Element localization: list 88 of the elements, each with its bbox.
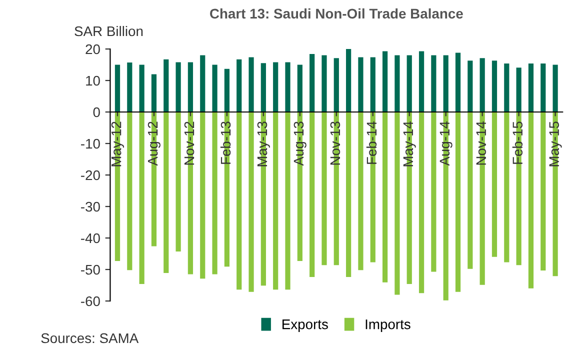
x-tick-label: Aug-14 <box>440 121 452 166</box>
bar <box>248 112 254 292</box>
bar <box>164 112 169 273</box>
bar <box>382 112 388 282</box>
bar <box>248 57 254 112</box>
y-tick-label: -50 <box>81 264 100 275</box>
bar <box>358 57 364 112</box>
bar <box>200 112 206 279</box>
bar <box>236 112 242 290</box>
bar <box>443 55 448 112</box>
bar <box>260 63 266 112</box>
bar <box>540 63 546 112</box>
x-tick-label: Aug-13 <box>294 122 306 166</box>
bar <box>273 62 278 112</box>
bar <box>406 55 412 112</box>
bar <box>492 60 498 112</box>
bar <box>480 58 485 112</box>
x-tick-label: May-14 <box>403 121 416 166</box>
legend-label: Imports <box>366 320 410 332</box>
y-tick-label: -10 <box>81 138 100 149</box>
bar <box>418 112 424 294</box>
bar <box>200 55 206 112</box>
bar <box>540 112 546 270</box>
bar <box>139 64 144 112</box>
bar <box>394 112 400 295</box>
bar <box>528 112 534 288</box>
bar <box>431 55 436 112</box>
x-tick-label: May-12 <box>111 122 124 166</box>
bar <box>224 68 230 112</box>
x-tick-label: Nov-13 <box>330 122 340 165</box>
bar <box>418 51 424 112</box>
y-tick-label: 20 <box>86 44 100 54</box>
bar <box>273 112 278 290</box>
bar <box>468 60 473 112</box>
x-tick-label: May-15 <box>549 122 562 166</box>
x-tick-label: Nov-14 <box>476 121 486 165</box>
bar <box>114 64 120 112</box>
bar <box>139 112 144 284</box>
bar <box>346 112 352 278</box>
bar <box>455 112 461 292</box>
bar <box>310 54 315 112</box>
y-tick-label: -30 <box>81 202 100 212</box>
bar <box>382 51 388 112</box>
x-tick-label: Feb-13 <box>220 122 231 164</box>
bar <box>297 64 302 112</box>
bar <box>212 64 218 112</box>
bar <box>346 49 352 112</box>
x-tick-label: Feb-14 <box>366 121 377 164</box>
bar <box>176 112 181 252</box>
bar <box>176 62 181 112</box>
bar <box>127 62 132 112</box>
bar <box>127 112 132 270</box>
y-axis-title: SAR Billion <box>74 26 143 36</box>
bar <box>504 112 510 262</box>
y-tick-label: -60 <box>81 296 100 306</box>
bar <box>285 62 290 112</box>
bar <box>285 112 290 290</box>
bar <box>212 112 218 274</box>
bar <box>322 112 327 266</box>
bar <box>310 112 315 278</box>
x-tick-label: Feb-15 <box>512 122 523 164</box>
bar <box>492 112 498 257</box>
y-tick-label: 10 <box>86 76 100 86</box>
bar <box>164 59 169 112</box>
bar <box>455 52 461 112</box>
x-tick-label: May-13 <box>257 122 270 166</box>
bar <box>431 112 436 272</box>
bar <box>358 112 364 270</box>
bar <box>370 57 376 112</box>
bar <box>394 55 400 112</box>
source-note: Sources: SAMA <box>41 333 139 344</box>
x-tick-label: Aug-12 <box>148 122 160 166</box>
bar <box>151 74 157 112</box>
y-tick-label: 0 <box>93 107 100 118</box>
bar <box>322 55 327 112</box>
x-tick-label: Nov-12 <box>184 122 194 165</box>
bar <box>516 68 522 112</box>
legend-label: Exports <box>282 320 328 332</box>
bar <box>504 63 510 112</box>
bar <box>236 59 242 112</box>
bar <box>334 58 339 112</box>
bar <box>528 63 534 112</box>
y-tick-label: -20 <box>81 170 100 180</box>
y-tick-label: -40 <box>81 233 100 244</box>
bar <box>188 62 194 112</box>
bar <box>468 112 473 269</box>
bar <box>552 64 558 112</box>
chart-title: Chart 13: Saudi Non-Oil Trade Balance <box>210 8 463 19</box>
